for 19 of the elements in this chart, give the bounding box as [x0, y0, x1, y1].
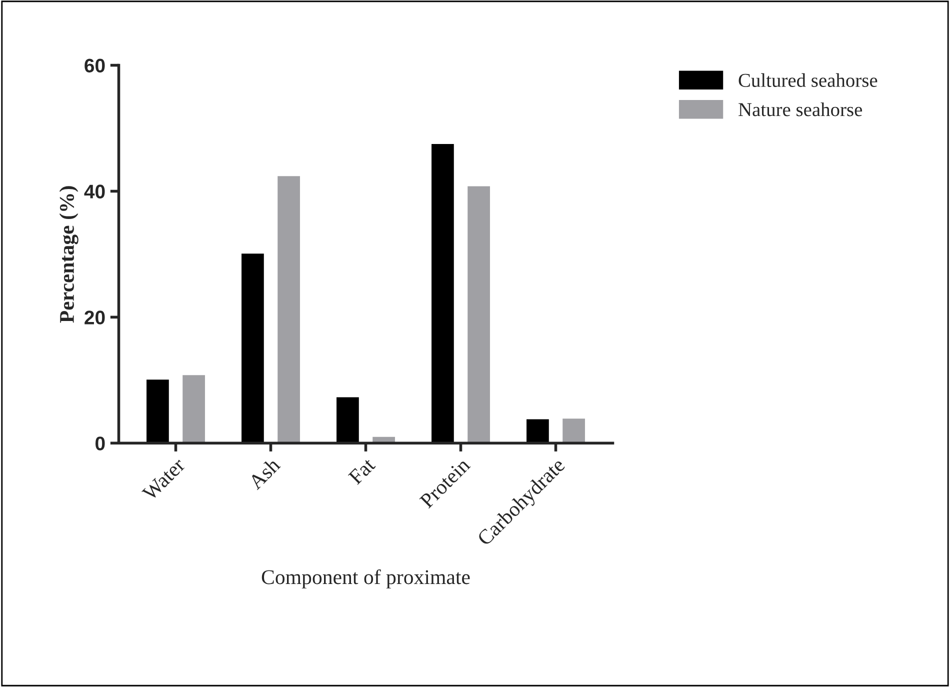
bar	[240, 252, 266, 444]
y-tick-label: 0	[96, 436, 105, 450]
bar	[525, 418, 550, 444]
y-axis-title: Percentage (%)	[59, 186, 78, 323]
x-axis-title: Component of proximate	[262, 569, 470, 588]
bar	[466, 184, 492, 444]
x-tick-label: Fat	[348, 456, 376, 486]
bar	[561, 417, 586, 444]
y-tick-label: 20	[84, 310, 105, 324]
y-tick-label: 40	[84, 184, 105, 198]
bar	[145, 378, 170, 444]
legend-label: Nature seahorse	[738, 102, 862, 116]
legend-label: Cultured seahorse	[738, 73, 878, 87]
x-tick-label: Ash	[247, 456, 281, 490]
y-tick-label: 60	[84, 58, 105, 72]
bar	[276, 174, 302, 444]
bar	[181, 374, 206, 444]
bar	[430, 142, 456, 444]
bar	[335, 396, 360, 444]
